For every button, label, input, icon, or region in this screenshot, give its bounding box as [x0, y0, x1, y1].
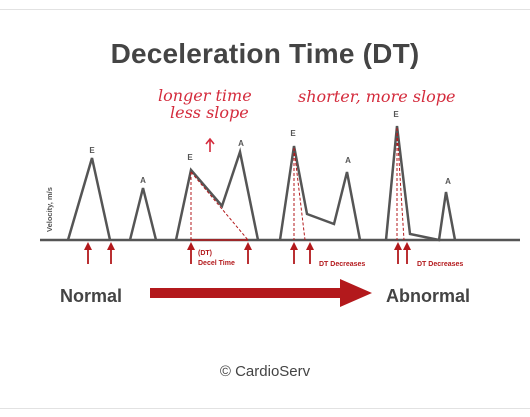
pseudonormal-waveform [278, 145, 362, 241]
normal-a-label: A [140, 176, 146, 185]
handwritten-note-longer: longer time [158, 86, 252, 105]
y-axis-label: Velocity, m/s [45, 187, 54, 232]
normal-e-label: E [89, 146, 95, 155]
handwritten-note-shorter: shorter, more slope [298, 87, 455, 106]
restrictive-a-label: A [445, 177, 451, 186]
pseudonormal-a-label: A [345, 156, 351, 165]
restrictive-e-label: E [393, 110, 399, 119]
pseudonormal-e-label: E [290, 129, 296, 138]
progression-arrow [150, 279, 372, 307]
restrictive-waveform [384, 125, 457, 242]
dt-label: (DT) [198, 250, 212, 257]
diagram-frame [0, 9, 530, 409]
diagram-title: Deceleration Time (DT) [110, 38, 420, 69]
abnormal-label: Abnormal [386, 286, 470, 306]
restrictive-dt-slope-dashed [396, 127, 405, 241]
pseudonormal-dt-slope-dashed [293, 147, 306, 241]
prolonged-a-label: A [238, 139, 244, 148]
copyright-credit: © CardioServ [219, 363, 311, 380]
decel-time-label: Decel Time [198, 260, 235, 267]
dt-decreases-label-1: DT Decreases [319, 261, 365, 268]
normal-e-wave [66, 157, 112, 241]
dt-decreases-label-2: DT Decreases [417, 261, 463, 268]
normal-label: Normal [60, 286, 122, 306]
handwritten-arrow [205, 137, 215, 152]
decel-slope-dashed [190, 171, 249, 241]
prolonged-e-label: E [187, 153, 193, 162]
handwritten-note-slope: less slope [170, 103, 249, 122]
prolonged-dt-waveform [174, 147, 260, 241]
normal-a-wave [128, 187, 158, 241]
